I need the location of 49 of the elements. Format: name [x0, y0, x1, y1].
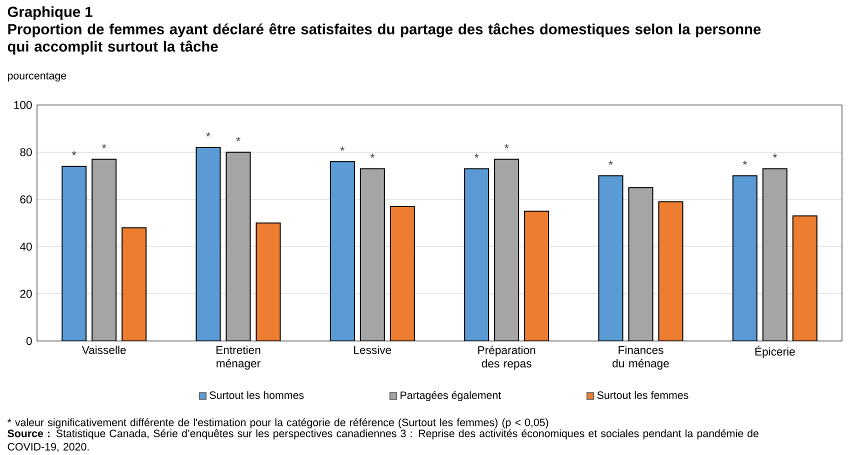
bar	[226, 152, 251, 342]
bar	[792, 215, 818, 342]
bar	[494, 158, 520, 342]
text: * valeur significativement différente de l'estimation pour la catégorie de référence (Surtout les femmes) (p < 0,05)	[7, 418, 548, 428]
data-label: *	[206, 132, 210, 137]
bar	[62, 166, 87, 342]
bar	[360, 168, 385, 342]
data-label: *	[72, 151, 76, 156]
bar	[464, 168, 490, 342]
bar	[658, 201, 684, 342]
data-label: *	[370, 154, 375, 158]
bar	[628, 187, 654, 342]
y-tick-label: 0	[26, 337, 32, 346]
data-label: *	[340, 146, 345, 151]
y-tick-label: 40	[20, 242, 32, 251]
x-tick-label: Finances du ménage	[612, 346, 669, 370]
x-tick-label: Préparation des repas	[478, 346, 536, 370]
bar	[196, 146, 221, 342]
x-tick-label: Lessive	[354, 346, 392, 354]
data-label: *	[608, 160, 613, 165]
bar	[598, 175, 624, 342]
x-tick-label: Vaisselle	[82, 346, 126, 354]
bar	[256, 222, 281, 342]
bar	[92, 158, 117, 342]
chart-title: Graphique 1	[8, 6, 92, 20]
y-tick-label: 100	[14, 101, 32, 110]
x-tick-label: Épicerie	[755, 346, 795, 358]
data-label: *	[474, 154, 479, 158]
legend-label: Surtout les hommes	[210, 391, 304, 399]
legend-label: Surtout les femmes	[597, 391, 688, 399]
y-tick-label: 20	[20, 290, 32, 298]
bar	[732, 175, 758, 342]
x-tick-label: Entretien ménager	[216, 346, 260, 370]
data-label: *	[236, 137, 240, 142]
bar	[524, 210, 550, 342]
chart-subtitle: Proportion de femmes ayant déclaré être satisfaites du partage des tâches domestiques selon la personne qui accomplit surtout la tâche	[8, 23, 761, 55]
data-label: *	[102, 144, 106, 148]
data-label: *	[742, 160, 748, 165]
bar	[122, 227, 147, 342]
bar	[330, 161, 355, 342]
legend-label: Partagées également	[400, 391, 502, 402]
y-axis-title: pourcentage	[8, 72, 66, 82]
y-tick-label: 80	[20, 148, 32, 156]
y-tick-label: 60	[20, 195, 32, 204]
data-label: *	[772, 154, 778, 158]
bar	[762, 168, 788, 342]
text: Source : Statistique Canada, Série d’enquêtes sur les perspectives canadiennes 3 : Reprise des activités économiques et sociales pendant la pandémie de COVID-19, 2020.	[8, 429, 758, 452]
bar	[390, 206, 415, 342]
data-label: *	[504, 144, 509, 148]
